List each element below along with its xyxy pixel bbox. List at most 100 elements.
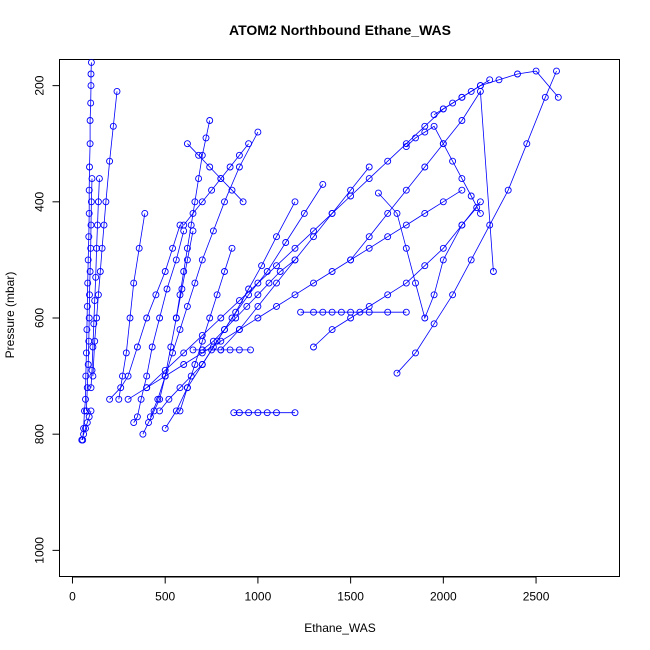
data-point — [85, 186, 93, 194]
data-point — [122, 349, 130, 357]
data-point — [273, 279, 280, 287]
series-line — [313, 201, 481, 348]
data-point — [93, 314, 101, 322]
data-point — [94, 198, 102, 206]
data-point — [87, 407, 95, 415]
data-point — [228, 314, 236, 322]
data-point — [430, 320, 438, 328]
data-point — [82, 349, 90, 357]
data-point — [143, 372, 151, 380]
data-point — [86, 140, 94, 148]
data-point — [365, 175, 373, 183]
data-point — [243, 302, 251, 310]
data-point — [109, 122, 117, 130]
data-point — [195, 175, 203, 183]
data-point — [291, 256, 299, 264]
series-line — [406, 125, 481, 214]
data-point — [221, 268, 228, 275]
data-point — [291, 244, 299, 252]
data-point — [221, 326, 228, 334]
data-point — [276, 268, 284, 275]
data-point — [273, 233, 280, 241]
data-point — [228, 244, 236, 252]
data-point — [235, 326, 243, 334]
data-point — [191, 198, 199, 206]
data-point — [458, 186, 466, 194]
data-point — [458, 175, 466, 183]
data-point — [254, 302, 262, 310]
data-point — [124, 395, 132, 403]
data-point — [273, 262, 280, 270]
data-point — [115, 395, 123, 403]
data-point — [245, 409, 253, 417]
data-point — [191, 361, 199, 368]
data-point — [226, 346, 234, 354]
data-point — [384, 209, 392, 217]
data-point — [87, 384, 95, 392]
data-point — [254, 279, 262, 287]
data-point — [449, 99, 457, 107]
data-point — [86, 117, 94, 124]
data-point — [402, 279, 410, 287]
data-point — [94, 291, 102, 299]
data-point — [291, 198, 299, 206]
data-point — [541, 93, 549, 101]
y-axis-label: Pressure (mbar) — [3, 272, 17, 359]
data-point — [183, 384, 191, 392]
data-point — [235, 346, 243, 354]
series-line — [396, 70, 557, 374]
data-point — [254, 409, 262, 417]
data-point — [384, 308, 392, 316]
data-point — [172, 314, 180, 322]
data-point — [273, 302, 280, 310]
data-point — [449, 291, 457, 299]
data-point — [172, 256, 180, 264]
data-point — [156, 407, 164, 415]
data-point — [198, 331, 206, 339]
data-point — [209, 227, 217, 235]
y-tick-label: 600 — [33, 308, 47, 328]
chart-title: ATOM2 Northbound Ethane_WAS — [229, 22, 451, 38]
data-point — [161, 268, 169, 275]
data-point — [356, 308, 364, 316]
data-point — [402, 186, 410, 194]
data-point — [180, 361, 188, 368]
data-point — [402, 140, 410, 148]
series-line — [150, 131, 259, 417]
series-line — [179, 248, 233, 412]
data-point — [467, 192, 475, 200]
y-tick-label: 1000 — [33, 537, 47, 564]
series-line — [220, 166, 370, 351]
data-point — [81, 407, 88, 415]
data-point — [191, 279, 199, 287]
data-point — [94, 221, 101, 229]
data-point — [87, 59, 95, 66]
data-point — [365, 233, 373, 241]
series-line — [146, 70, 559, 388]
series-line — [159, 201, 296, 412]
data-point — [152, 291, 160, 299]
data-point — [126, 314, 134, 322]
data-point — [239, 198, 247, 206]
data-point — [514, 70, 521, 78]
data-point — [384, 157, 392, 165]
data-point — [176, 291, 184, 299]
data-point — [98, 244, 106, 252]
data-point — [228, 186, 236, 194]
data-point — [137, 395, 145, 403]
data-point — [258, 262, 266, 270]
series-line — [109, 224, 181, 400]
data-point — [235, 409, 243, 417]
data-point — [106, 157, 114, 165]
data-point — [87, 198, 95, 206]
series-line — [92, 91, 118, 377]
series-line — [133, 230, 185, 423]
data-point — [183, 244, 191, 252]
data-point — [169, 349, 177, 357]
x-tick-label: 2000 — [430, 590, 457, 604]
data-point — [161, 366, 169, 374]
data-point — [247, 346, 254, 354]
data-point — [195, 151, 203, 159]
data-point — [495, 76, 503, 84]
data-point — [291, 291, 299, 299]
